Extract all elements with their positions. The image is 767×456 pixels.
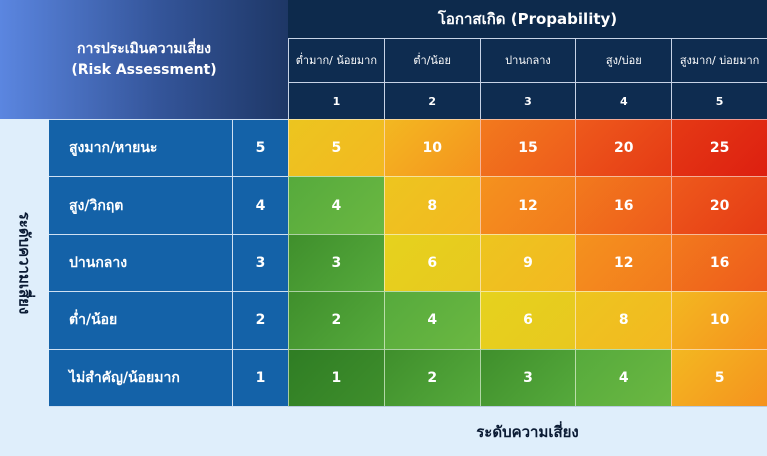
severity-row-number: 3 [232, 233, 288, 292]
risk-cell: 16 [671, 233, 767, 292]
probability-column-number: 1 [288, 82, 384, 119]
risk-cell: 20 [671, 176, 767, 234]
severity-row-number: 4 [232, 176, 288, 234]
risk-cell: 2 [288, 291, 384, 349]
footer-spacer [49, 406, 288, 456]
severity-row-label: สูงมาก/หายนะ [49, 119, 232, 177]
risk-cell: 10 [671, 291, 767, 349]
probability-column-label: สูง/บ่อย [575, 38, 672, 82]
probability-column-label: ปานกลาง [479, 38, 576, 82]
risk-cell: 4 [575, 348, 672, 406]
probability-column-label: ต่ำ/น้อย [383, 38, 480, 82]
risk-cell: 2 [383, 348, 480, 406]
risk-cell: 9 [479, 233, 576, 292]
risk-assessment-title: การประเมินความเสี่ยง (Risk Assessment) [0, 0, 288, 119]
risk-cell: 16 [575, 176, 672, 234]
severity-row-number: 5 [232, 119, 288, 177]
probability-column-number: 5 [671, 82, 767, 119]
severity-row-number: 2 [232, 291, 288, 349]
risk-cell: 4 [383, 291, 480, 349]
probability-column-label: สูงมาก/ บ่อยมาก [671, 38, 767, 82]
risk-cell: 12 [479, 176, 576, 234]
side-panel [0, 119, 49, 456]
risk-cell: 1 [288, 348, 384, 406]
severity-row-label: ไม่สำคัญ/น้อยมาก [49, 348, 232, 406]
probability-column-number: 2 [383, 82, 480, 119]
risk-cell: 3 [288, 233, 384, 292]
severity-row-number: 1 [232, 348, 288, 406]
probability-header: โอกาสเกิด (Propability) [288, 0, 767, 38]
risk-cell: 4 [288, 176, 384, 234]
risk-cell: 6 [383, 233, 480, 292]
risk-cell: 20 [575, 119, 672, 177]
side-label-text: ระดับความเสี่ยง [15, 211, 34, 314]
risk-cell: 8 [575, 291, 672, 349]
risk-cell: 25 [671, 119, 767, 177]
probability-column-number: 3 [479, 82, 576, 119]
title-english: (Risk Assessment) [71, 61, 217, 78]
risk-cell: 10 [383, 119, 480, 177]
risk-cell: 5 [288, 119, 384, 177]
severity-row-label: ต่ำ/น้อย [49, 291, 232, 349]
risk-cell: 5 [671, 348, 767, 406]
probability-column-label: ต่ำมาก/ น้อยมาก [288, 38, 384, 82]
title-thai: การประเมินความเสี่ยง [76, 40, 212, 57]
risk-cell: 3 [479, 348, 576, 406]
severity-side-label: ระดับความเสี่ยง [0, 119, 49, 406]
probability-column-number: 4 [575, 82, 672, 119]
risk-cell: 8 [383, 176, 480, 234]
risk-cell: 12 [575, 233, 672, 292]
severity-row-label: สูง/วิกฤต [49, 176, 232, 234]
risk-level-footer: ระดับความเสี่ยง [288, 406, 767, 456]
severity-row-label: ปานกลาง [49, 233, 232, 292]
risk-cell: 15 [479, 119, 576, 177]
risk-cell: 6 [479, 291, 576, 349]
